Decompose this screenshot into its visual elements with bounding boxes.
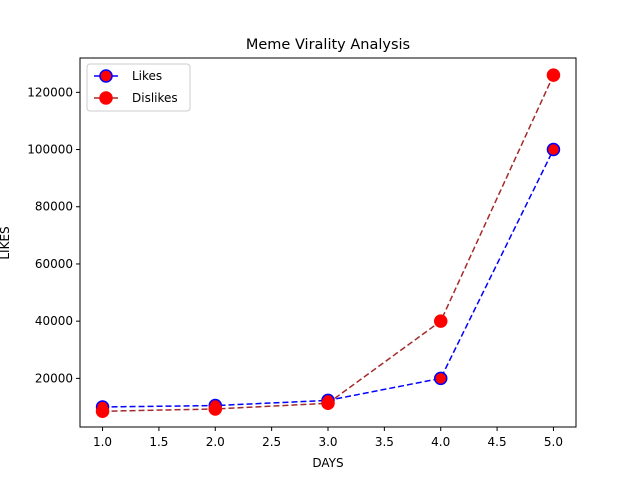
x-tick-label: 4.0 (431, 435, 450, 449)
y-tick-label: 60000 (35, 257, 73, 271)
legend: Likes Dislikes (86, 63, 191, 112)
x-tick-label: 3.5 (375, 435, 394, 449)
series-point (433, 314, 448, 328)
x-tick-label: 5.0 (544, 435, 563, 449)
y-tick-label: 80000 (35, 200, 73, 214)
y-axis: 20000 40000 60000 80000 100000 120000 (27, 85, 80, 385)
series-group (95, 68, 561, 419)
x-tick-label: 1.0 (93, 435, 112, 449)
plot-area: 1.0 1.5 2.0 2.5 3.0 3.5 4.0 4.5 5.0 20000 40000 60… (27, 57, 577, 449)
x-tick-label: 2.5 (262, 435, 281, 449)
x-tick-label: 3.0 (318, 435, 337, 449)
x-tick-label: 1.5 (149, 435, 168, 449)
legend-marker (99, 91, 113, 105)
legend-label: Likes (132, 69, 162, 83)
axes-frame (79, 57, 577, 428)
legend-marker (99, 69, 113, 83)
y-axis-label: LIKES (0, 226, 12, 259)
series-point (546, 142, 561, 157)
y-tick-label: 20000 (35, 371, 73, 385)
x-axis: 1.0 1.5 2.0 2.5 3.0 3.5 4.0 4.5 5.0 (93, 427, 563, 449)
x-tick-label: 2.0 (206, 435, 225, 449)
y-tick-label: 40000 (35, 314, 73, 328)
x-tick-label: 4.5 (488, 435, 507, 449)
series-point (208, 402, 223, 416)
legend-label: Dislikes (132, 91, 178, 105)
chart-title: Meme Virality Analysis (246, 37, 410, 53)
y-tick-label: 120000 (27, 85, 73, 99)
series-point (95, 404, 110, 419)
series-point (546, 68, 561, 82)
series-point (321, 396, 335, 411)
series-point (433, 371, 448, 386)
y-tick-label: 100000 (27, 143, 73, 157)
x-axis-label: DAYS (312, 456, 343, 470)
